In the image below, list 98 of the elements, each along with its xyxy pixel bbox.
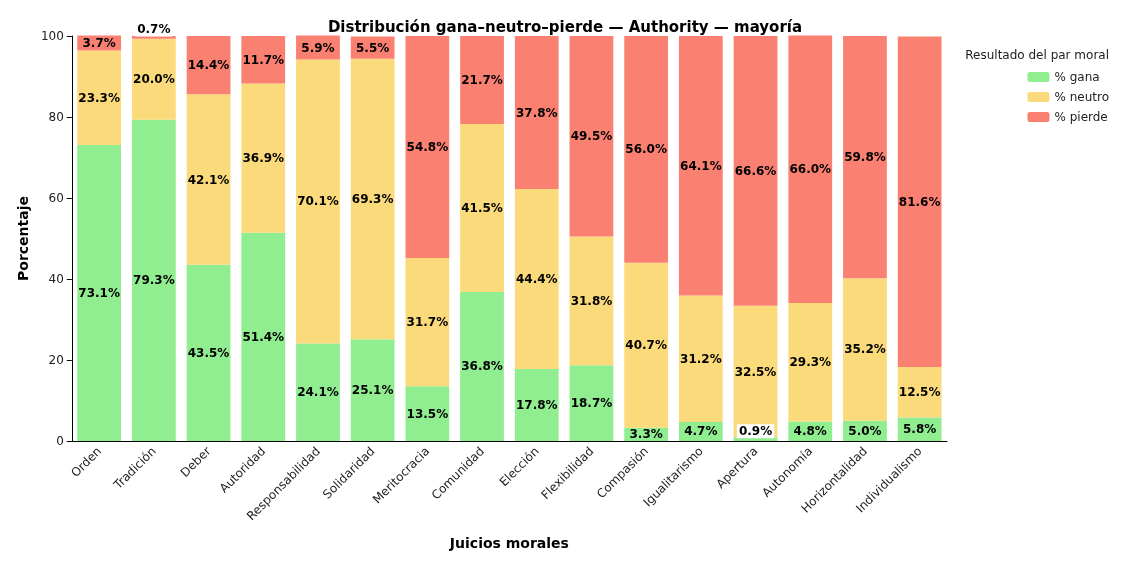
bar xyxy=(569,236,614,366)
data-label: 36.8% xyxy=(461,359,503,374)
data-label: 36.9% xyxy=(242,151,285,166)
bar xyxy=(241,36,286,84)
data-label: 5.8% xyxy=(903,422,937,437)
y-axis-title: Porcentaje xyxy=(15,196,31,281)
data-label: 79.3% xyxy=(133,273,175,288)
data-label: 12.5% xyxy=(898,385,941,400)
data-label: 41.5% xyxy=(461,200,503,215)
bar xyxy=(897,366,942,418)
bar xyxy=(405,257,450,387)
data-label: 11.7% xyxy=(242,52,285,67)
data-label: 31.7% xyxy=(406,315,449,330)
data-label: 24.1% xyxy=(297,385,339,400)
data-label: 43.5% xyxy=(187,345,230,360)
y-tick-label: 40 xyxy=(48,272,64,286)
data-label: 4.7% xyxy=(684,424,718,439)
bar xyxy=(77,50,122,145)
data-label: 40.7% xyxy=(625,338,667,353)
bar xyxy=(514,189,559,369)
bar xyxy=(241,232,286,441)
bar xyxy=(678,295,723,422)
data-label: 31.2% xyxy=(680,351,722,366)
bar xyxy=(405,36,450,258)
data-label: 3.3% xyxy=(629,427,663,442)
data-label: 13.5% xyxy=(406,406,449,421)
bar xyxy=(131,119,176,441)
data-label: 54.8% xyxy=(406,139,449,154)
bar xyxy=(460,291,504,441)
bar xyxy=(624,262,669,428)
bar xyxy=(460,36,504,124)
data-label: 5.0% xyxy=(848,423,882,438)
y-tick-label: 0 xyxy=(56,434,64,448)
bar xyxy=(131,36,176,39)
data-label: 66.6% xyxy=(734,163,777,178)
bar xyxy=(843,278,887,421)
data-label: 51.4% xyxy=(242,329,285,344)
bar xyxy=(733,36,778,306)
bar xyxy=(788,302,833,422)
bar xyxy=(77,144,122,441)
data-label: 29.3% xyxy=(789,355,832,370)
bar xyxy=(296,343,340,441)
data-label: 81.6% xyxy=(898,194,941,209)
bar xyxy=(186,264,231,441)
data-label: 59.8% xyxy=(844,150,886,165)
chart-title: Distribución gana–neutro–pierde — Authority — mayoría xyxy=(327,17,803,36)
data-label: 4.8% xyxy=(793,424,827,439)
y-tick-label: 20 xyxy=(48,353,64,367)
data-label: 66.0% xyxy=(789,162,832,177)
bar xyxy=(788,35,833,303)
data-label: 73.1% xyxy=(78,285,120,300)
bar xyxy=(186,94,231,265)
bar xyxy=(897,36,942,367)
data-label: 44.4% xyxy=(515,272,558,286)
bar xyxy=(569,365,614,441)
legend-label: % pierde xyxy=(1054,110,1108,124)
data-label: 18.7% xyxy=(570,396,613,411)
data-label: 5.9% xyxy=(301,40,335,55)
data-label: 35.2% xyxy=(844,342,886,357)
data-label: 70.1% xyxy=(297,194,339,209)
data-label: 23.3% xyxy=(78,90,120,105)
data-label: 32.5% xyxy=(734,364,777,379)
legend-label: % gana xyxy=(1054,70,1100,84)
data-label: 42.1% xyxy=(187,172,230,187)
data-label: 37.8% xyxy=(515,105,558,120)
data-label: 5.5% xyxy=(356,40,390,55)
bar xyxy=(569,36,614,237)
data-label: 21.7% xyxy=(461,72,503,87)
data-label: 14.4% xyxy=(187,58,230,73)
bar xyxy=(241,83,286,233)
y-tick-label: 60 xyxy=(48,191,64,205)
bar xyxy=(405,386,450,441)
data-label: 20.0% xyxy=(133,72,175,87)
bar xyxy=(460,123,504,292)
bar xyxy=(514,36,559,190)
data-label: 49.5% xyxy=(570,129,613,144)
bar xyxy=(350,58,395,340)
bar xyxy=(624,36,669,263)
x-axis-title: Juicios morales xyxy=(448,535,569,551)
bar xyxy=(843,36,887,279)
data-label: 25.1% xyxy=(351,383,394,398)
data-label: 64.1% xyxy=(680,158,722,173)
y-tick-label: 80 xyxy=(48,110,64,124)
bar xyxy=(296,59,340,344)
data-label: 56.0% xyxy=(625,142,667,157)
legend-title: Resultado del par moral xyxy=(965,48,1110,62)
data-label: 0.7% xyxy=(137,22,171,37)
y-tick-label: 100 xyxy=(40,29,64,43)
data-label: 31.8% xyxy=(570,293,613,308)
data-label: 69.3% xyxy=(351,192,394,207)
bar xyxy=(514,368,559,441)
data-label: 3.7% xyxy=(82,36,116,51)
bar xyxy=(131,38,176,120)
bar xyxy=(350,339,395,441)
data-label: 0.9% xyxy=(738,424,773,439)
bar xyxy=(678,36,723,296)
legend-label: % neutro xyxy=(1054,90,1109,104)
data-label: 17.8% xyxy=(515,397,558,412)
